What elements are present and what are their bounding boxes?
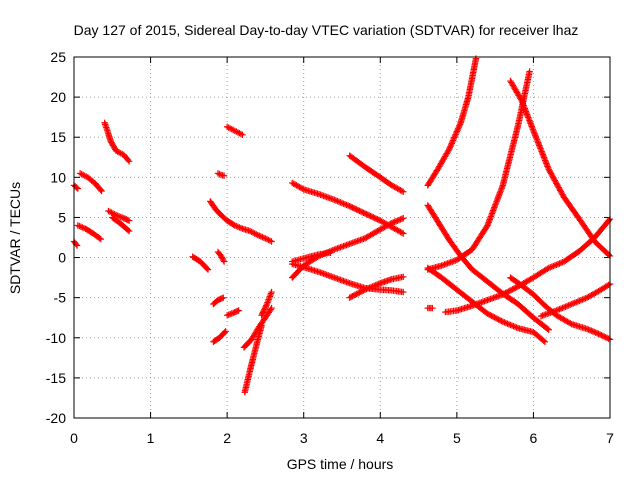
x-tick-label: 0 bbox=[70, 430, 78, 446]
series-arc-31 bbox=[507, 77, 614, 260]
series-arc-16 bbox=[241, 322, 265, 396]
y-tick-label: -10 bbox=[46, 330, 66, 346]
series-arc-30 bbox=[442, 215, 614, 316]
series-arc-6 bbox=[105, 207, 133, 224]
series-arc-28 bbox=[424, 264, 549, 345]
data-point-markers bbox=[189, 253, 212, 273]
data-point-markers bbox=[210, 328, 229, 345]
y-tick-label: -5 bbox=[54, 290, 67, 306]
series-arc-18 bbox=[258, 288, 275, 319]
y-tick-label: -20 bbox=[46, 410, 66, 426]
series-arc-23 bbox=[346, 152, 407, 195]
x-tick-label: 7 bbox=[606, 430, 614, 446]
y-tick-label: 20 bbox=[50, 89, 66, 105]
series-arc-11 bbox=[214, 248, 228, 265]
data-point-markers bbox=[424, 304, 436, 312]
plot-frame bbox=[73, 56, 611, 419]
y-tick-label: 25 bbox=[50, 49, 66, 65]
series-arc-29 bbox=[424, 304, 436, 312]
y-axis-label: SDTVAR / TECUs bbox=[7, 182, 23, 294]
series-arc-25 bbox=[424, 55, 480, 189]
data-point-markers bbox=[537, 280, 614, 320]
x-tick-label: 6 bbox=[530, 430, 538, 446]
series-arc-24 bbox=[346, 273, 407, 301]
y-tick-label: 15 bbox=[50, 129, 66, 145]
data-point-markers bbox=[70, 238, 81, 249]
data-point-markers bbox=[214, 170, 228, 179]
data-point-markers bbox=[258, 288, 275, 319]
grid-lines bbox=[73, 56, 611, 419]
y-tick-label: 5 bbox=[58, 209, 66, 225]
series-arc-17 bbox=[240, 304, 275, 351]
data-point-markers bbox=[424, 264, 549, 345]
data-point-markers bbox=[214, 248, 228, 265]
data-point-markers bbox=[70, 182, 82, 192]
series-arc-33 bbox=[537, 280, 614, 320]
data-point-markers bbox=[105, 207, 133, 224]
series-arc-14 bbox=[223, 123, 246, 139]
data-point-markers bbox=[346, 152, 407, 195]
series-arc-3 bbox=[74, 222, 104, 243]
data-point-markers bbox=[210, 294, 227, 308]
series-arc-22 bbox=[289, 249, 334, 265]
data-point-markers bbox=[289, 179, 407, 237]
chart-title: Day 127 of 2015, Sidereal Day-to-day VTE… bbox=[74, 22, 579, 38]
series-arc-12 bbox=[210, 294, 227, 308]
series-arc-5 bbox=[101, 119, 133, 165]
x-tick-label: 3 bbox=[300, 430, 308, 446]
series-arc-8 bbox=[189, 253, 212, 273]
data-point-markers bbox=[289, 249, 334, 265]
series-arc-15 bbox=[223, 307, 242, 319]
tick-labels: 0 1 2 3 4 5 6 7 -20 -15 -10 -5 0 5 10 15 20 25 bbox=[46, 49, 614, 446]
series-arc-4 bbox=[76, 170, 105, 195]
data-point-markers bbox=[241, 322, 265, 396]
data-point-markers bbox=[109, 214, 133, 235]
data-point-markers bbox=[223, 123, 246, 139]
y-tick-label: 0 bbox=[58, 250, 66, 266]
data-point-markers bbox=[240, 304, 275, 351]
series-arc-1 bbox=[70, 238, 81, 249]
x-tick-label: 1 bbox=[147, 430, 155, 446]
series-arc-19 bbox=[289, 179, 407, 237]
x-tick-label: 4 bbox=[376, 430, 384, 446]
series-arc-10 bbox=[214, 170, 228, 179]
data-point-markers bbox=[346, 273, 407, 301]
data-points bbox=[70, 55, 614, 396]
data-point-markers bbox=[223, 307, 242, 319]
data-point-markers bbox=[507, 77, 614, 260]
data-point-markers bbox=[76, 170, 105, 195]
data-point-markers bbox=[74, 222, 104, 243]
x-axis-label: GPS time / hours bbox=[287, 456, 394, 472]
series-arc-9 bbox=[207, 198, 275, 245]
y-tick-label: 10 bbox=[50, 169, 66, 185]
x-tick-label: 2 bbox=[223, 430, 231, 446]
data-point-markers bbox=[442, 215, 614, 316]
series-arc-2 bbox=[70, 182, 82, 192]
series-arc-13 bbox=[210, 328, 229, 345]
x-tick-label: 5 bbox=[453, 430, 461, 446]
data-point-markers bbox=[207, 198, 275, 245]
y-tick-label: -15 bbox=[46, 370, 66, 386]
data-point-markers bbox=[101, 119, 133, 165]
data-point-markers bbox=[424, 55, 480, 189]
series-arc-7 bbox=[109, 214, 133, 235]
data-point-markers bbox=[424, 68, 533, 273]
series-arc-27 bbox=[424, 68, 533, 273]
